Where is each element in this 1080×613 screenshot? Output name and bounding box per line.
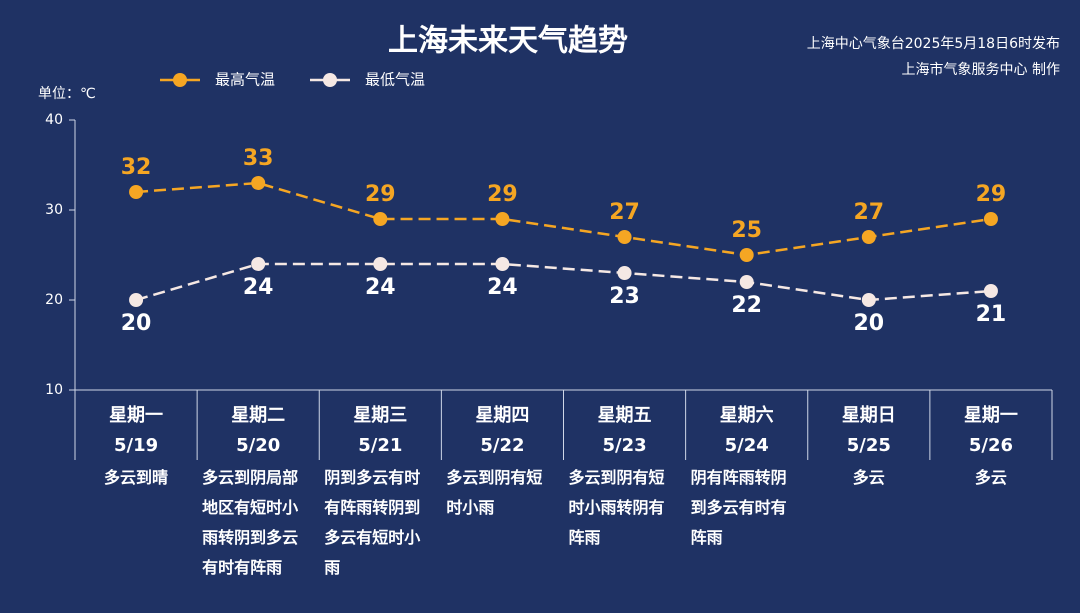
data-label: 24 bbox=[487, 275, 518, 300]
point bbox=[129, 185, 144, 199]
legend-marker bbox=[323, 73, 337, 87]
point bbox=[983, 212, 998, 226]
source: 上海中心气象台2025年5月18日6时发布 bbox=[807, 36, 1060, 52]
data-label: 24 bbox=[243, 275, 274, 300]
data-label: 24 bbox=[365, 275, 396, 300]
data-label: 20 bbox=[121, 311, 152, 336]
weather-text: 多云 bbox=[852, 468, 885, 487]
point bbox=[861, 293, 876, 307]
x-tick-label: 星期四 bbox=[475, 405, 529, 426]
date-label: 5/26 bbox=[969, 435, 1013, 456]
point bbox=[739, 275, 754, 289]
weather-text: 多云到晴 bbox=[103, 468, 168, 487]
series-line bbox=[135, 262, 992, 302]
x-tick-label: 星期三 bbox=[353, 405, 407, 426]
point bbox=[617, 266, 632, 280]
y-tick-label: 20 bbox=[45, 292, 63, 308]
series-line bbox=[135, 181, 992, 257]
x-tick-label: 星期二 bbox=[231, 405, 285, 426]
source: 上海市气象服务中心 制作 bbox=[902, 61, 1060, 78]
data-label: 32 bbox=[121, 155, 152, 180]
y-tick-label: 40 bbox=[45, 112, 63, 128]
date-label: 5/24 bbox=[725, 435, 769, 456]
point bbox=[495, 257, 510, 271]
legend-marker bbox=[173, 73, 187, 87]
x-tick-label: 星期一 bbox=[964, 405, 1018, 426]
weather-text: 多云到阴局部地区有短时小雨转阴到多云有时有阵雨 bbox=[202, 468, 299, 577]
date-label: 5/25 bbox=[847, 435, 891, 456]
weather-text: 多云到阴有短时小雨 bbox=[446, 468, 543, 517]
date-label: 5/22 bbox=[480, 435, 524, 456]
point bbox=[739, 248, 754, 262]
weather-text: 多云 bbox=[974, 468, 1007, 487]
weather-text: 多云到阴有短时小雨转阴有阵雨 bbox=[568, 468, 665, 547]
data-label: 33 bbox=[243, 146, 274, 171]
data-label: 27 bbox=[609, 200, 640, 225]
x-tick-label: 星期日 bbox=[842, 405, 896, 426]
data-label: 29 bbox=[487, 182, 518, 207]
data-label: 21 bbox=[976, 302, 1007, 327]
weather-text: 阴到多云有时有阵雨转阴到多云有短时小雨 bbox=[324, 468, 421, 577]
point bbox=[495, 212, 510, 226]
legend-label: 最高气温 bbox=[215, 71, 275, 89]
y-tick-label: 30 bbox=[45, 202, 63, 218]
x-tick-label: 星期一 bbox=[109, 405, 163, 426]
data-label: 23 bbox=[609, 284, 640, 309]
data-label: 27 bbox=[854, 200, 885, 225]
point bbox=[373, 212, 388, 226]
point bbox=[129, 293, 144, 307]
date-label: 5/19 bbox=[114, 435, 158, 456]
data-label: 25 bbox=[731, 218, 762, 243]
point bbox=[983, 284, 998, 298]
point bbox=[373, 257, 388, 271]
date-label: 5/23 bbox=[602, 435, 646, 456]
point bbox=[251, 176, 266, 190]
point bbox=[251, 257, 266, 271]
date-label: 5/20 bbox=[236, 435, 280, 456]
x-tick-label: 星期六 bbox=[720, 404, 774, 426]
x-tick-label: 星期五 bbox=[598, 405, 652, 426]
point bbox=[617, 230, 632, 244]
y-tick-label: 10 bbox=[45, 382, 63, 398]
unit-label: 单位：℃ bbox=[38, 86, 96, 102]
chart-title: 上海未来天气趋势 bbox=[388, 24, 628, 59]
data-label: 29 bbox=[976, 182, 1007, 207]
data-label: 29 bbox=[365, 182, 396, 207]
legend-label: 最低气温 bbox=[365, 71, 425, 89]
data-label: 22 bbox=[731, 293, 762, 318]
weather-text: 阴有阵雨转阴到多云有时有阵雨 bbox=[690, 468, 787, 547]
point bbox=[861, 230, 876, 244]
date-label: 5/21 bbox=[358, 435, 402, 456]
data-label: 20 bbox=[854, 311, 885, 336]
